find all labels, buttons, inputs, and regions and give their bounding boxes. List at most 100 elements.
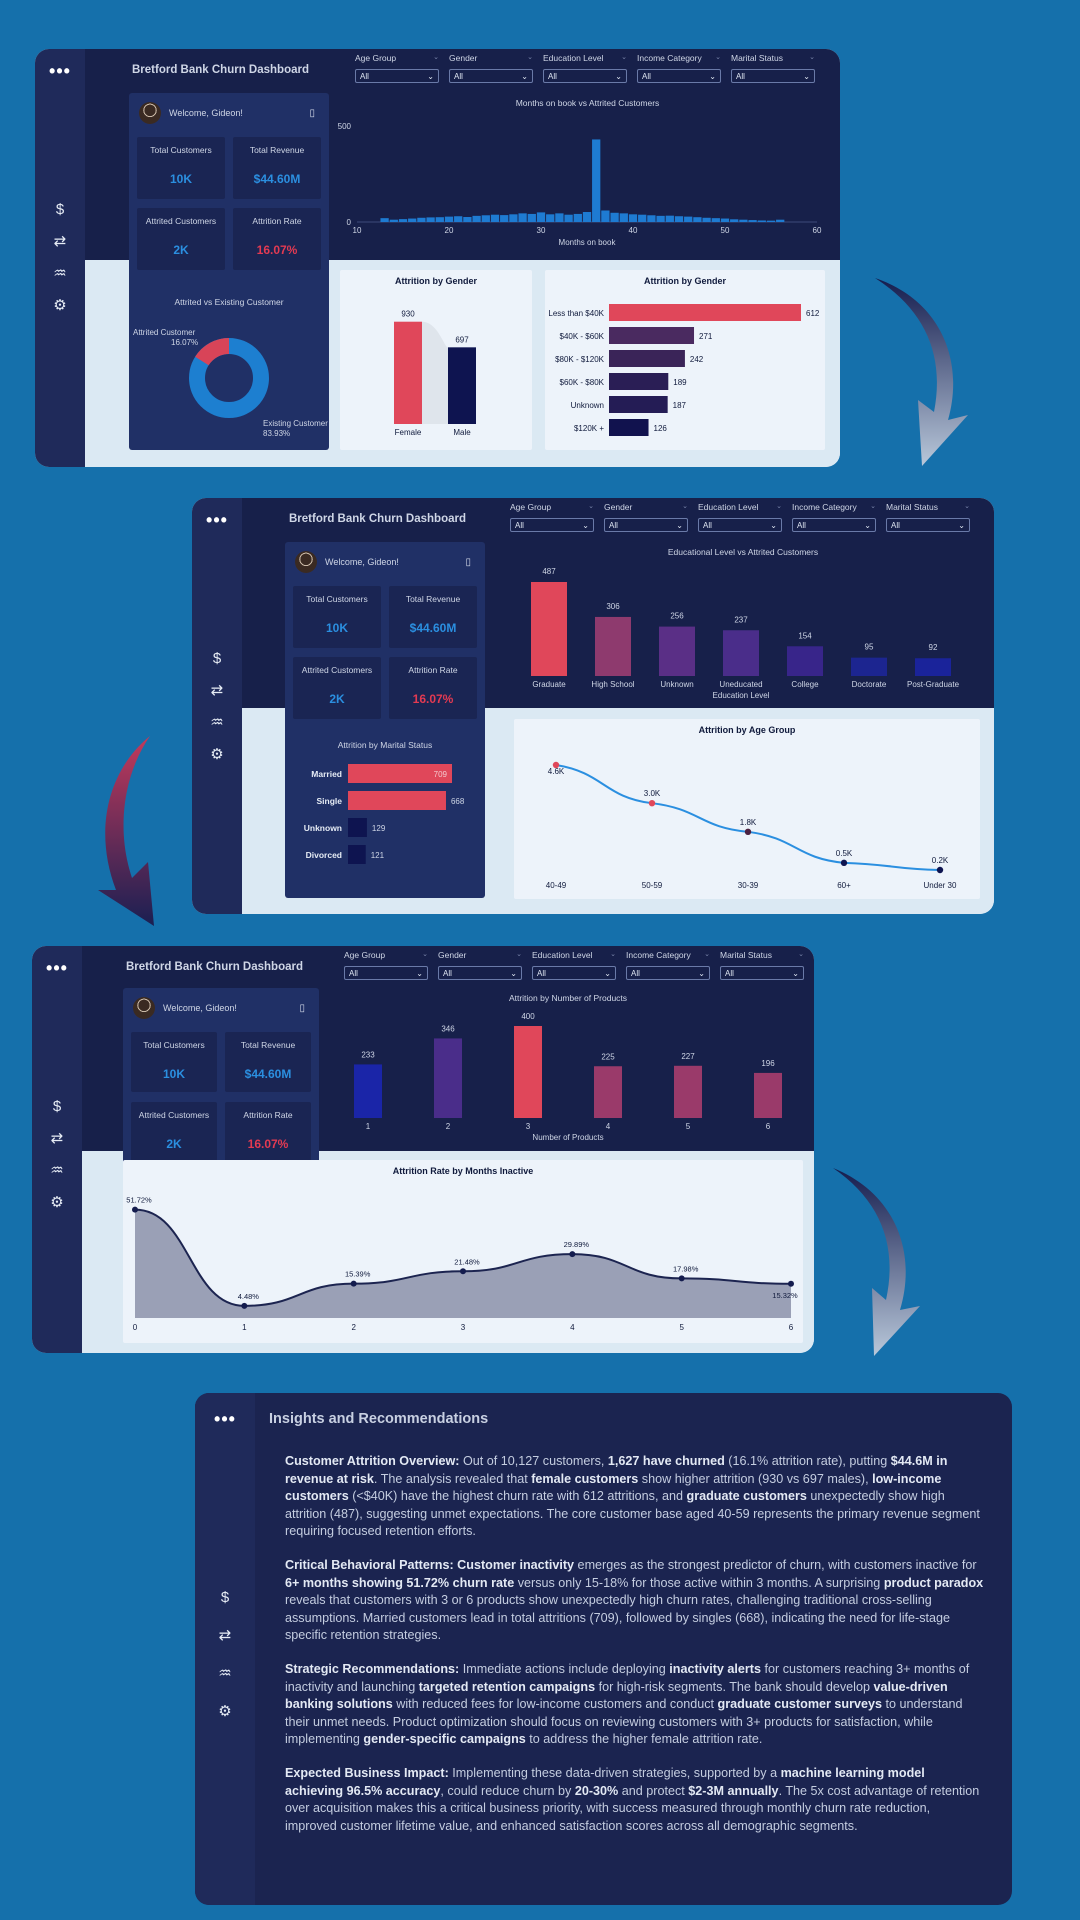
filter-value: All <box>548 71 557 81</box>
x-tick-label: 50-59 <box>642 881 663 890</box>
months-on-book-chart: 0 500 10 20 30 40 50 60 Months on book <box>338 122 822 247</box>
data-label: 271 <box>699 332 713 341</box>
dollar-icon[interactable]: $ <box>55 200 65 218</box>
clipboard-icon[interactable]: ▯ <box>299 1002 305 1014</box>
kpi-label: Attrited Customers <box>145 216 217 226</box>
insights-text: (16.1% attrition rate), putting <box>724 1454 891 1468</box>
data-label: 233 <box>361 1050 375 1059</box>
flow-arrow-2 <box>98 736 154 926</box>
filter-age-group[interactable]: Age Group ⌄ All ⌄ <box>344 950 428 980</box>
welcome-bar: Welcome, Gideon! ▯ <box>285 550 485 574</box>
histogram-bar <box>509 214 518 222</box>
dollar-icon[interactable]: $ <box>212 649 222 667</box>
clipboard-icon[interactable]: ▯ <box>465 556 471 568</box>
income-bar <box>609 396 668 413</box>
gear-icon[interactable]: ⚙ <box>53 297 67 314</box>
histogram-bar <box>684 216 693 222</box>
menu-icon[interactable]: ••• <box>49 61 71 81</box>
kpi-attrition-rate: Attrition Rate 16.07% <box>225 1102 311 1162</box>
transfer-icon[interactable]: ⇄ <box>53 233 67 250</box>
money-hand-icon[interactable]: ♒ <box>210 714 224 731</box>
filter-income-category[interactable]: Income Category ⌄ All ⌄ <box>637 53 721 83</box>
filter-age-group[interactable]: Age Group ⌄ All ⌄ <box>355 53 439 83</box>
age-point <box>744 828 752 836</box>
menu-icon[interactable]: ••• <box>214 1409 236 1429</box>
page-title: Bretford Bank Churn Dashboard <box>289 513 466 525</box>
transfer-icon[interactable]: ⇄ <box>218 1627 232 1644</box>
filter-gender[interactable]: Gender ⌄ All ⌄ <box>449 53 533 83</box>
y-tick-label: Unknown <box>571 401 604 410</box>
histogram-bar <box>573 213 582 222</box>
gear-icon[interactable]: ⚙ <box>218 1703 232 1720</box>
welcome-text: Welcome, Gideon! <box>325 557 399 567</box>
x-tick-label: College <box>791 680 819 689</box>
kpi-attrition-rate: Attrition Rate 16.07% <box>233 208 321 270</box>
kpi-value: $44.60M <box>244 1067 292 1081</box>
chevron-down-icon: ⌄ <box>588 503 594 510</box>
histogram-bar <box>656 215 665 222</box>
chevron-down-icon: ⌄ <box>958 520 965 530</box>
filter-label: Income Category <box>792 502 857 512</box>
transfer-icon[interactable]: ⇄ <box>50 1130 64 1147</box>
filter-education-level[interactable]: Education Level ⌄ All ⌄ <box>543 53 627 83</box>
filter-gender[interactable]: Gender ⌄ All ⌄ <box>438 950 522 980</box>
histogram-bar <box>389 219 398 222</box>
insights-text: with reduced fees for low-income custome… <box>392 1697 718 1712</box>
menu-icon[interactable]: ••• <box>46 958 68 978</box>
money-hand-icon[interactable]: ♒ <box>53 265 67 282</box>
chevron-down-icon: ⌄ <box>964 503 970 510</box>
filter-label: Education Level <box>543 53 604 63</box>
filter-value: All <box>515 520 524 530</box>
dollar-icon[interactable]: $ <box>220 1588 230 1606</box>
filter-marital-status[interactable]: Marital Status ⌄ All ⌄ <box>731 53 815 83</box>
chevron-down-icon: ⌄ <box>427 71 434 81</box>
insights-text: . The analysis revealed that <box>373 1471 532 1486</box>
insights-emphasis: targeted retention campaigns <box>418 1679 596 1694</box>
data-label: 400 <box>521 1012 535 1021</box>
area-fill <box>135 1209 791 1318</box>
insights-text: Immediate actions include deploying <box>459 1661 670 1676</box>
x-tick-label: Uneducated <box>719 680 762 689</box>
histogram-bar <box>638 214 647 222</box>
filter-education-level[interactable]: Education Level ⌄ All ⌄ <box>698 502 782 532</box>
kpi-label: Total Revenue <box>249 145 305 155</box>
insights-panel: ••• $ ⇄ ♒ ⚙ Insights and Recommendations… <box>195 1393 1012 1905</box>
kpi-label: Total Customers <box>143 1040 205 1050</box>
dashboard-panel-2: ••• $ ⇄ ♒ ⚙ Bretford Bank Churn Dashboar… <box>192 498 994 914</box>
data-label: 346 <box>441 1024 455 1033</box>
transfer-icon[interactable]: ⇄ <box>210 682 224 699</box>
filter-gender[interactable]: Gender ⌄ All ⌄ <box>604 502 688 532</box>
income-bar <box>609 304 801 321</box>
avatar <box>139 102 161 124</box>
filter-label: Income Category <box>626 950 691 960</box>
insights-text: reveals that customers with 3 or 6 produ… <box>285 1593 951 1643</box>
dollar-icon[interactable]: $ <box>52 1097 62 1115</box>
filter-marital-status[interactable]: Marital Status ⌄ All ⌄ <box>886 502 970 532</box>
insights-emphasis: female customers <box>531 1471 639 1486</box>
chevron-down-icon: ⌄ <box>809 54 815 61</box>
money-hand-icon[interactable]: ♒ <box>50 1162 64 1179</box>
money-hand-icon[interactable]: ♒ <box>218 1665 232 1682</box>
filter-value: All <box>725 968 734 978</box>
chevron-down-icon: ⌄ <box>770 520 777 530</box>
menu-icon[interactable]: ••• <box>206 510 228 530</box>
filter-age-group[interactable]: Age Group ⌄ All ⌄ <box>510 502 594 532</box>
filter-income-category[interactable]: Income Category ⌄ All ⌄ <box>626 950 710 980</box>
gear-icon[interactable]: ⚙ <box>210 746 224 763</box>
chevron-down-icon: ⌄ <box>682 503 688 510</box>
x-tick-label: 5 <box>686 1122 691 1131</box>
insights-paragraph-overview: Customer Attrition Overview: Out of 10,1… <box>285 1453 985 1541</box>
donut-attrited-slice <box>195 338 230 366</box>
insights-text: to understand their unmet needs. Product… <box>285 1697 963 1747</box>
filter-marital-status[interactable]: Marital Status ⌄ All ⌄ <box>720 950 804 980</box>
gear-icon[interactable]: ⚙ <box>50 1194 64 1211</box>
histogram-bar <box>408 218 417 222</box>
clipboard-icon[interactable]: ▯ <box>309 107 315 119</box>
data-label: 306 <box>606 602 620 611</box>
page-title: Bretford Bank Churn Dashboard <box>126 961 303 973</box>
filter-education-level[interactable]: Education Level ⌄ All ⌄ <box>532 950 616 980</box>
insights-text: to address the higher female attrition r… <box>525 1732 763 1747</box>
chevron-down-icon: ⌄ <box>704 951 710 958</box>
filter-income-category[interactable]: Income Category ⌄ All ⌄ <box>792 502 876 532</box>
kpi-label: Attrition Rate <box>252 216 302 226</box>
